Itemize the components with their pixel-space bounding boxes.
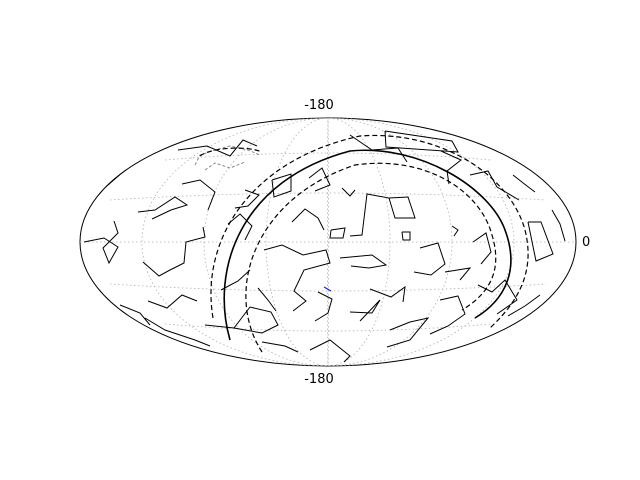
constellation-figure	[341, 187, 356, 197]
constellation-figure	[429, 295, 466, 335]
galactic-plane-offset-1	[210, 134, 529, 329]
constellation-figure	[440, 150, 462, 185]
target-marker	[323, 286, 332, 292]
top-longitude-label: -180	[304, 98, 334, 113]
galactic-plane-curve	[223, 149, 512, 341]
constellation-figure	[477, 279, 518, 315]
graticule	[80, 118, 576, 366]
constellation-figure	[119, 304, 151, 326]
constellation-figure	[413, 242, 446, 276]
galactic-plane-offset-2	[245, 162, 497, 353]
constellation-figure	[401, 231, 411, 241]
meridian-line	[265, 118, 391, 366]
constellation-figure	[339, 254, 388, 269]
constellation-figure	[314, 291, 333, 322]
constellation-figure	[349, 299, 381, 322]
constellation-figure	[309, 339, 351, 363]
constellation-figure	[181, 179, 216, 211]
parallel-line	[109, 283, 547, 292]
constellation-figure	[349, 193, 416, 237]
constellation-figure	[384, 130, 459, 153]
constellation-figure	[227, 213, 253, 241]
constellation-figure	[472, 232, 492, 265]
constellation-figure	[144, 317, 211, 347]
constellation-figure	[291, 208, 325, 231]
faded-constellation	[194, 145, 261, 171]
constellation-figure	[261, 341, 299, 353]
meridian-line	[141, 118, 515, 366]
constellation-figure	[444, 267, 472, 281]
constellation-figure	[220, 269, 251, 291]
parallel-line	[109, 192, 547, 201]
constellation-figure	[271, 173, 292, 198]
constellation-figure	[142, 226, 206, 277]
constellation-figure	[329, 227, 346, 239]
overlay-curves	[199, 134, 529, 353]
constellation-figure	[263, 244, 331, 312]
cap-region	[199, 147, 263, 157]
constellation-figure	[147, 294, 198, 309]
constellation-figure	[137, 196, 189, 220]
constellation-figure	[512, 174, 536, 193]
constellation-figure	[507, 294, 541, 317]
constellation-figure	[369, 285, 406, 303]
constellation-figure	[177, 139, 258, 157]
constellation-figure	[527, 221, 554, 262]
constellation-figure	[551, 209, 566, 242]
constellation-figure	[451, 225, 459, 237]
bottom-longitude-label: -180	[304, 372, 334, 387]
constellation-figure	[83, 220, 119, 265]
constellation-figure	[204, 306, 279, 334]
constellation-figure	[386, 317, 430, 348]
right-longitude-label: 0	[582, 235, 590, 250]
constellation-figure	[257, 287, 277, 312]
